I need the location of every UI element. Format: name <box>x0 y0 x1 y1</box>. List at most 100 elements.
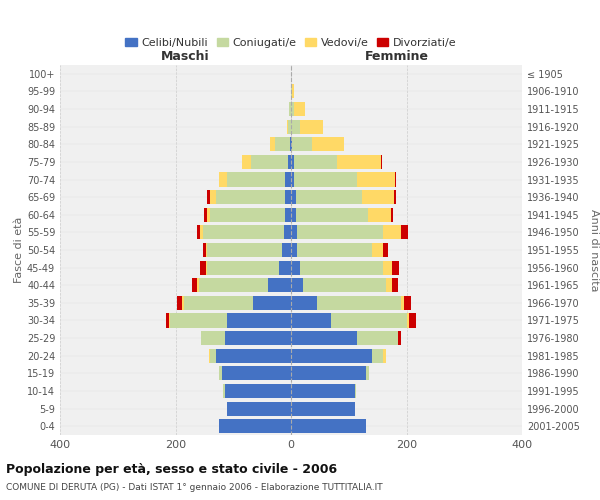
Bar <box>297 243 372 257</box>
Bar <box>404 296 410 310</box>
Bar <box>207 243 283 257</box>
Bar <box>380 155 382 169</box>
Bar <box>227 172 285 186</box>
Bar <box>302 278 386 292</box>
Bar <box>291 278 302 292</box>
Bar <box>210 208 285 222</box>
Bar <box>192 278 197 292</box>
Bar <box>368 208 391 222</box>
Bar <box>294 155 337 169</box>
Bar <box>199 278 268 292</box>
Bar <box>394 190 395 204</box>
Bar <box>176 296 182 310</box>
Bar <box>224 331 291 345</box>
Bar <box>269 137 275 152</box>
Bar <box>392 278 398 292</box>
Bar <box>242 155 251 169</box>
Y-axis label: Anni di nascita: Anni di nascita <box>589 209 599 291</box>
Bar <box>184 296 253 310</box>
Bar <box>291 314 331 328</box>
Bar <box>401 296 404 310</box>
Bar <box>207 208 210 222</box>
Bar <box>166 314 169 328</box>
Bar <box>291 296 317 310</box>
Bar <box>409 314 416 328</box>
Bar <box>386 278 392 292</box>
Bar <box>219 366 222 380</box>
Bar <box>288 155 291 169</box>
Bar <box>288 120 291 134</box>
Bar <box>296 190 362 204</box>
Text: Femmine: Femmine <box>365 50 429 63</box>
Bar <box>296 208 368 222</box>
Bar <box>291 419 366 433</box>
Bar <box>362 190 394 204</box>
Bar <box>313 137 344 152</box>
Bar <box>358 331 398 345</box>
Bar <box>398 331 401 345</box>
Bar <box>291 348 372 363</box>
Bar <box>210 348 216 363</box>
Bar <box>291 190 296 204</box>
Bar <box>383 260 392 274</box>
Bar <box>291 243 297 257</box>
Bar <box>222 366 291 380</box>
Bar <box>251 155 288 169</box>
Bar <box>331 314 407 328</box>
Bar <box>372 243 383 257</box>
Bar <box>383 226 401 239</box>
Bar <box>337 155 380 169</box>
Bar <box>206 260 207 274</box>
Bar <box>292 84 294 98</box>
Bar <box>227 314 291 328</box>
Legend: Celibi/Nubili, Coniugati/e, Vedovi/e, Divorziati/e: Celibi/Nubili, Coniugati/e, Vedovi/e, Di… <box>121 34 461 52</box>
Bar <box>317 296 401 310</box>
Bar <box>291 102 294 116</box>
Bar <box>383 243 388 257</box>
Bar <box>392 260 399 274</box>
Bar <box>205 208 207 222</box>
Bar <box>207 190 210 204</box>
Bar <box>291 208 296 222</box>
Bar <box>182 296 184 310</box>
Bar <box>268 278 291 292</box>
Bar <box>291 226 297 239</box>
Bar <box>219 172 227 186</box>
Bar <box>291 402 355 415</box>
Bar <box>209 348 210 363</box>
Bar <box>227 402 291 415</box>
Bar <box>291 331 358 345</box>
Bar <box>170 314 227 328</box>
Bar <box>297 226 383 239</box>
Bar <box>299 120 323 134</box>
Bar <box>291 384 355 398</box>
Bar <box>358 172 395 186</box>
Bar <box>285 172 291 186</box>
Bar <box>294 172 358 186</box>
Bar <box>197 278 199 292</box>
Bar <box>200 260 206 274</box>
Bar <box>203 226 284 239</box>
Bar <box>383 348 386 363</box>
Bar <box>287 120 288 134</box>
Bar <box>223 384 224 398</box>
Bar <box>290 137 291 152</box>
Bar <box>203 243 206 257</box>
Bar <box>253 296 291 310</box>
Bar <box>291 366 366 380</box>
Bar <box>197 226 200 239</box>
Bar <box>169 314 170 328</box>
Bar <box>224 384 291 398</box>
Bar <box>395 172 396 186</box>
Bar <box>407 314 409 328</box>
Bar <box>210 190 216 204</box>
Bar <box>216 190 285 204</box>
Bar <box>391 208 392 222</box>
Bar <box>299 260 383 274</box>
Bar <box>219 419 291 433</box>
Bar <box>285 190 291 204</box>
Bar <box>285 208 291 222</box>
Bar <box>216 348 291 363</box>
Bar <box>202 331 224 345</box>
Y-axis label: Fasce di età: Fasce di età <box>14 217 24 283</box>
